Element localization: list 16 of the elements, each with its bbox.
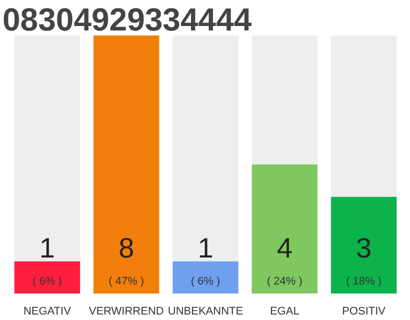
- x-tick-label: EGAL: [270, 306, 300, 318]
- annotation: ( 6% ): [32, 276, 62, 288]
- data-label: 3: [356, 232, 372, 264]
- data-label: 1: [198, 232, 214, 264]
- chart-title: 08304929334444: [2, 2, 252, 38]
- x-tick-label: NEGATIV: [23, 306, 72, 318]
- x-tick-label: VERWIRREND: [88, 306, 164, 318]
- annotation: ( 6% ): [190, 276, 220, 288]
- annotation: ( 47% ): [108, 276, 144, 288]
- data-label: 1: [39, 232, 55, 264]
- annotation: ( 18% ): [346, 276, 382, 288]
- data-label: 4: [276, 232, 292, 264]
- annotation: ( 24% ): [266, 276, 302, 288]
- data-label: 8: [118, 232, 134, 264]
- x-tick-label: POSITIV: [342, 306, 386, 318]
- x-tick-label: UNBEKANNTE: [168, 306, 244, 318]
